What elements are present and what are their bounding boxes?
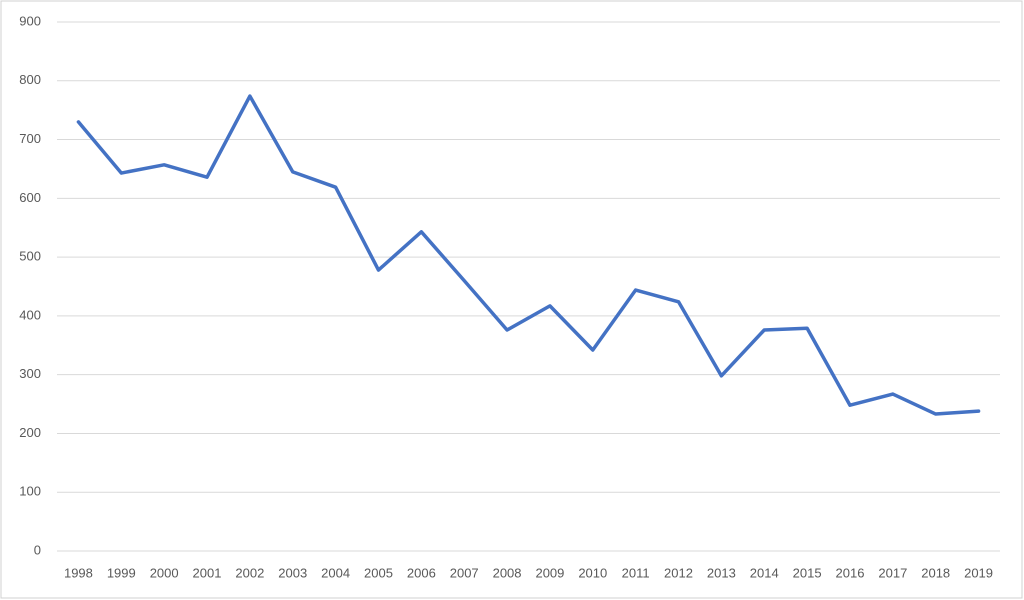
x-tick-label: 2007 xyxy=(450,565,479,580)
x-tick-label: 2005 xyxy=(364,565,393,580)
data-line xyxy=(76,94,981,416)
y-tick-label: 200 xyxy=(19,425,41,440)
y-tick-label: 100 xyxy=(19,484,41,499)
x-tick-label: 2019 xyxy=(964,565,993,580)
x-tick-label: 2018 xyxy=(921,565,950,580)
y-tick-label: 500 xyxy=(19,249,41,264)
y-tick-label: 700 xyxy=(19,131,41,146)
y-tick-label: 400 xyxy=(19,307,41,322)
y-tick-label: 900 xyxy=(19,13,41,28)
x-tick-label: 2002 xyxy=(235,565,264,580)
y-tick-label: 300 xyxy=(19,366,41,381)
x-tick-label: 2017 xyxy=(878,565,907,580)
x-tick-label: 2014 xyxy=(750,565,779,580)
x-tick-label: 1999 xyxy=(107,565,136,580)
x-tick-label: 2001 xyxy=(193,565,222,580)
x-tick-label: 2013 xyxy=(707,565,736,580)
x-tick-label: 2012 xyxy=(664,565,693,580)
y-tick-label: 800 xyxy=(19,72,41,87)
y-tick-label: 0 xyxy=(34,542,41,557)
x-tick-label: 2011 xyxy=(622,565,650,580)
x-tick-label: 2004 xyxy=(321,565,350,580)
x-tick-label: 2006 xyxy=(407,565,436,580)
x-tick-label: 2015 xyxy=(793,565,822,580)
x-tick-label: 2016 xyxy=(836,565,865,580)
x-tick-label: 2003 xyxy=(278,565,307,580)
x-tick-label: 1998 xyxy=(64,565,93,580)
x-tick-label: 2009 xyxy=(535,565,564,580)
x-tick-label: 2010 xyxy=(578,565,607,580)
y-tick-label: 600 xyxy=(19,190,41,205)
x-tick-label: 2000 xyxy=(150,565,179,580)
x-tick-label: 2008 xyxy=(493,565,522,580)
